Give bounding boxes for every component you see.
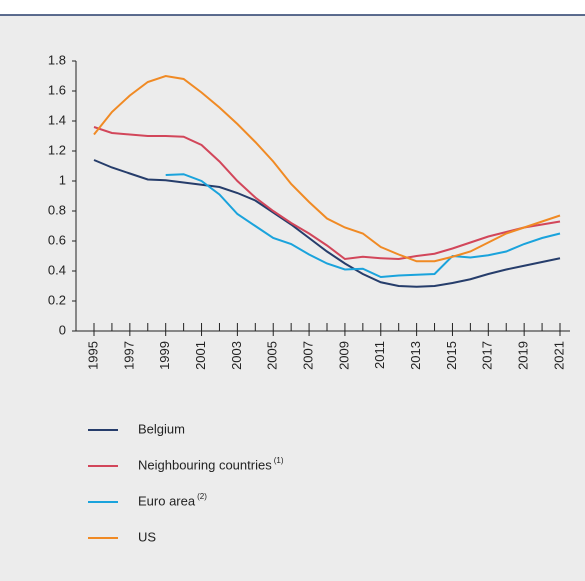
y-tick-label: 1.8 xyxy=(48,52,66,67)
legend-label: US xyxy=(138,529,156,544)
x-tick-label: 2011 xyxy=(372,341,387,369)
y-tick-label: 0.2 xyxy=(48,292,66,307)
series-line xyxy=(93,159,561,288)
series-line xyxy=(165,173,561,279)
x-tick-label: 2003 xyxy=(229,341,244,370)
y-tick-label: 1.2 xyxy=(48,142,66,157)
series-line xyxy=(93,74,561,263)
y-tick-label: 1.6 xyxy=(48,82,66,97)
legend-label: Neighbouring countries xyxy=(138,457,272,472)
x-tick-label: 1995 xyxy=(85,341,100,370)
legend-label: Belgium xyxy=(138,421,185,436)
x-tick-label: 2017 xyxy=(480,341,495,370)
x-tick-label: 2021 xyxy=(551,341,566,370)
x-tick-label: 1997 xyxy=(121,341,136,370)
x-tick-label: 2009 xyxy=(336,341,351,370)
y-tick-label: 0.4 xyxy=(48,262,66,277)
y-tick-label: 0.6 xyxy=(48,232,66,247)
x-tick-label: 2015 xyxy=(444,341,459,370)
x-tick-label: 1999 xyxy=(157,341,172,370)
x-tick-label: 2019 xyxy=(516,341,531,370)
x-tick-label: 2005 xyxy=(265,341,280,370)
y-tick-label: 0.8 xyxy=(48,202,66,217)
legend-note: (1) xyxy=(274,456,284,465)
legend-label: Euro area xyxy=(138,493,196,508)
x-tick-label: 2013 xyxy=(408,341,423,370)
legend-note: (2) xyxy=(197,492,207,501)
y-tick-label: 0 xyxy=(59,322,66,337)
series-line xyxy=(93,126,561,261)
x-tick-label: 2001 xyxy=(193,341,208,370)
panel xyxy=(0,15,585,581)
y-tick-label: 1.4 xyxy=(48,112,66,127)
y-tick-label: 1 xyxy=(59,172,66,187)
x-tick-label: 2007 xyxy=(301,341,316,370)
